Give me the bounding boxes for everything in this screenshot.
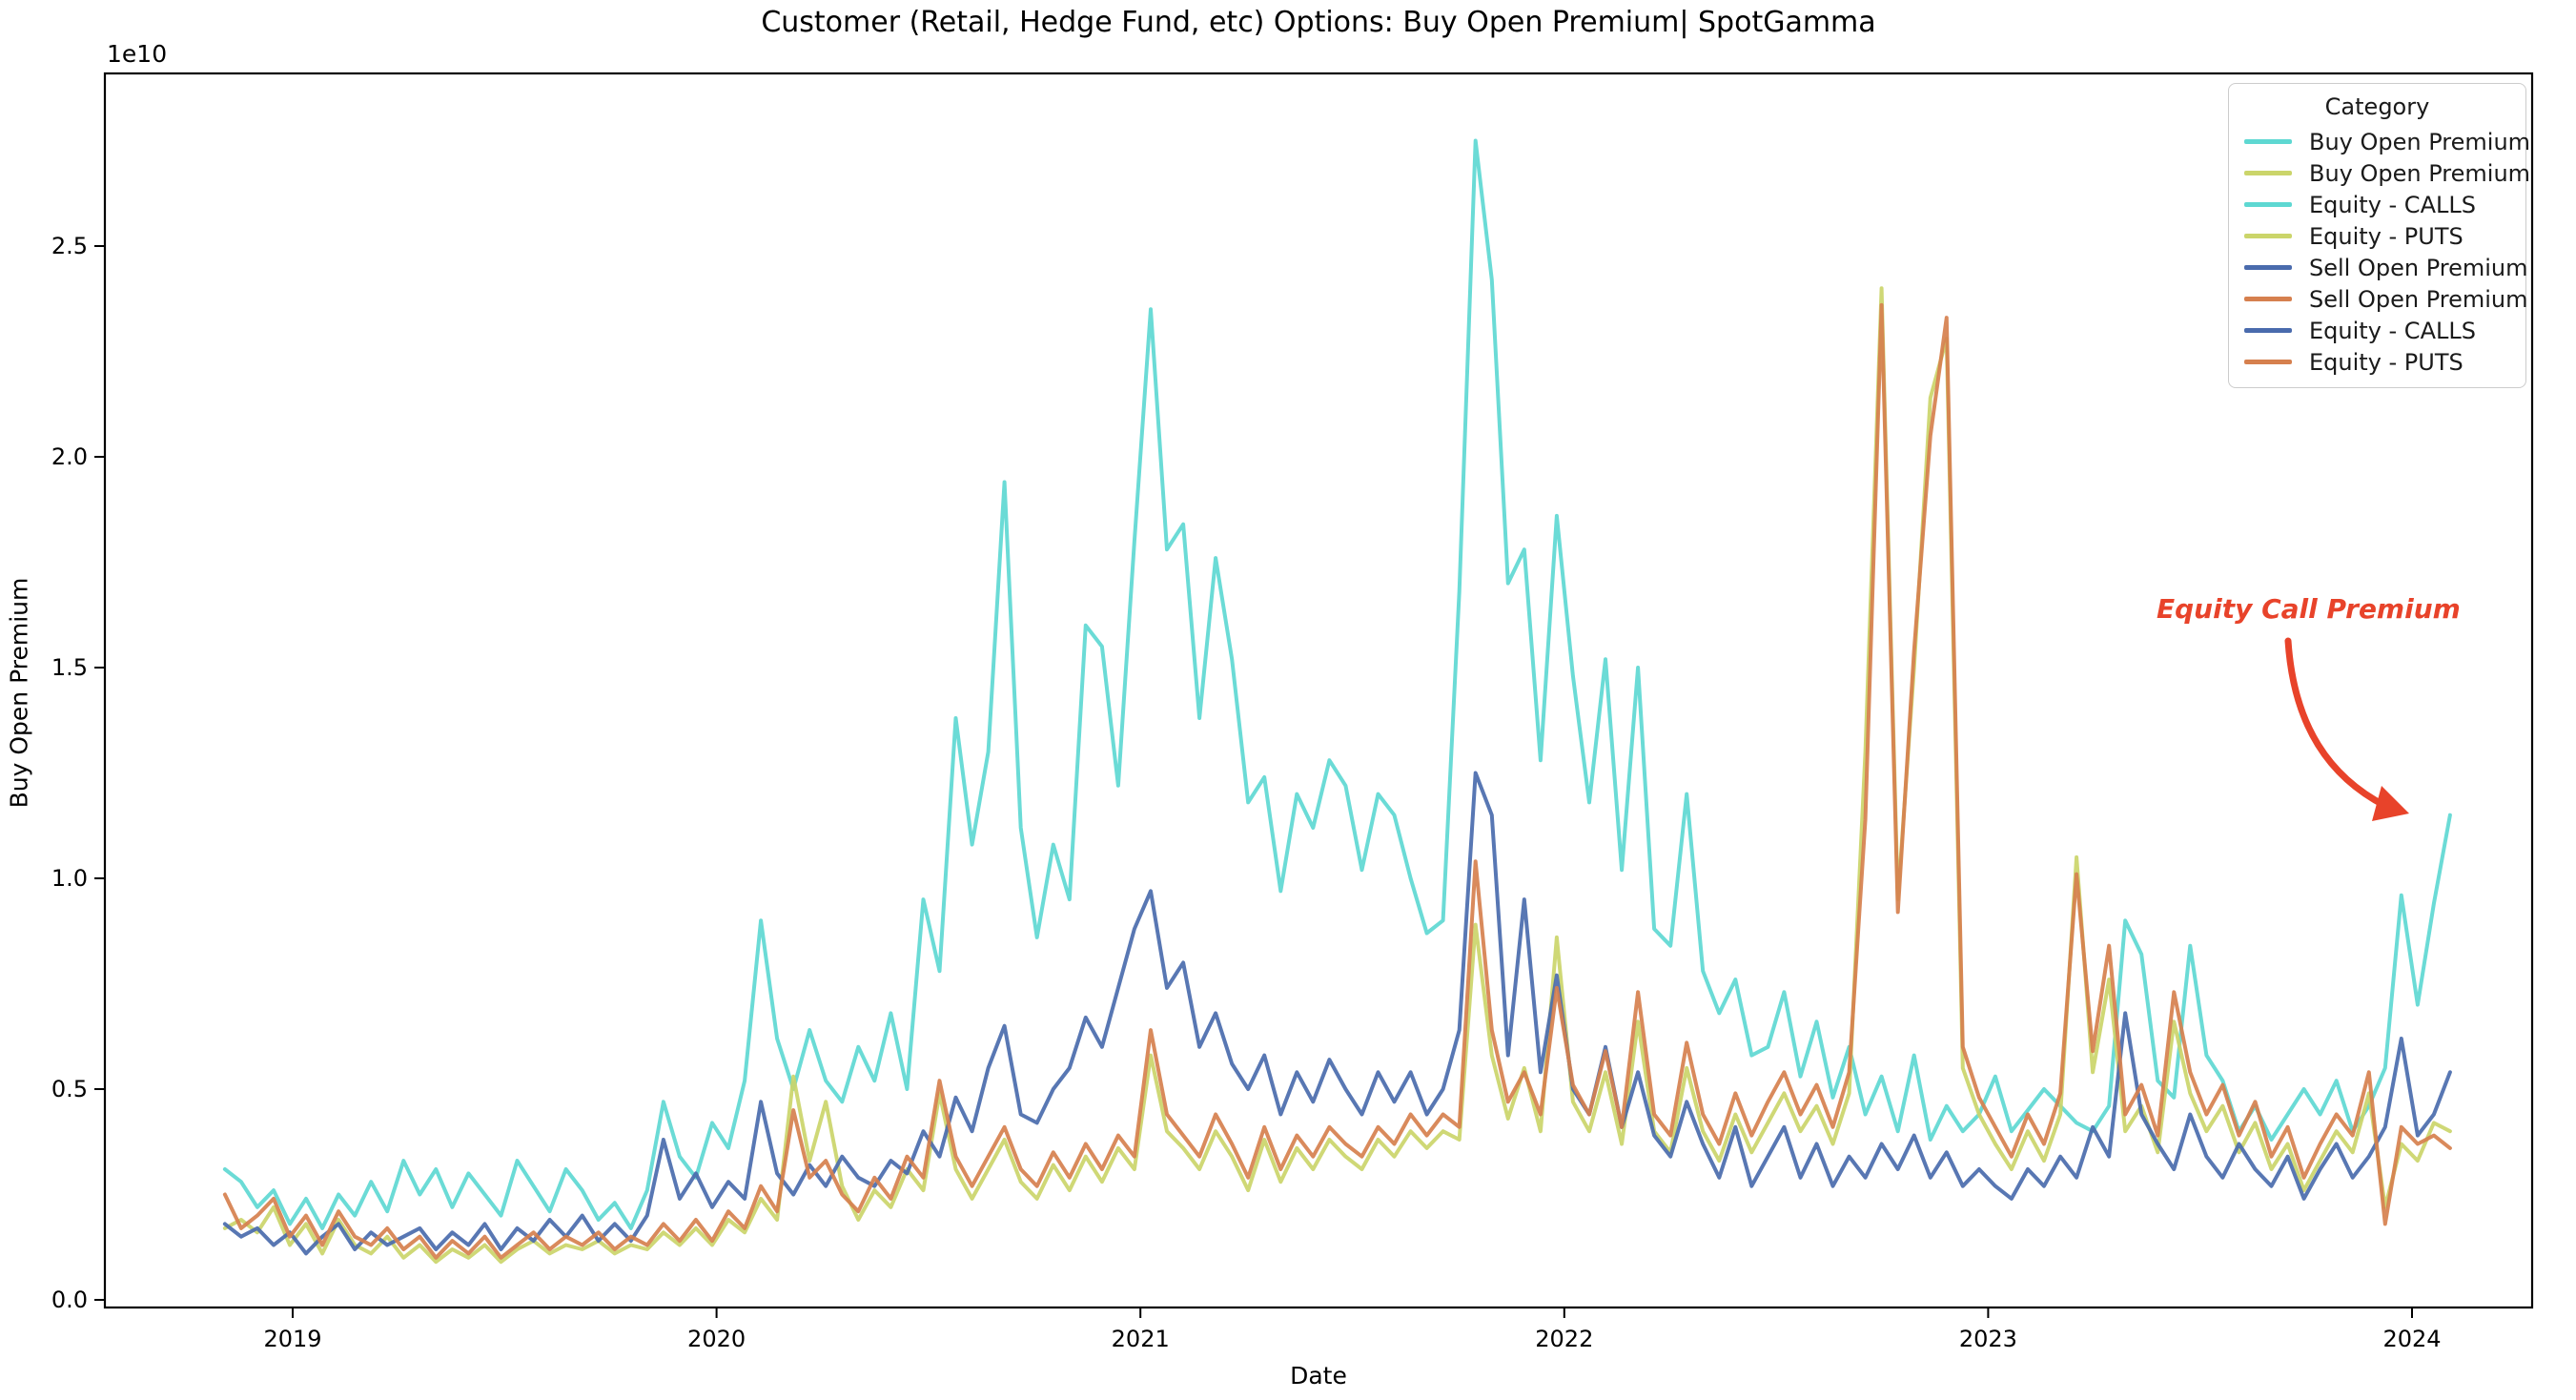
legend-item: Equity - PUTS <box>2229 346 2525 378</box>
legend-swatch <box>2244 139 2292 144</box>
legend-item: Equity - CALLS <box>2229 315 2525 346</box>
x-tick-label: 2021 <box>1111 1326 1170 1352</box>
y-tick-label: 0.0 <box>51 1287 88 1313</box>
legend-item-label: Buy Open Premium <box>2309 159 2531 187</box>
x-tick-label: 2024 <box>2382 1326 2442 1352</box>
legend-item-label: Buy Open Premium <box>2309 128 2531 155</box>
y-axis-label: Buy Open Premium <box>5 577 33 809</box>
legend-swatch <box>2244 360 2292 364</box>
x-tick-label: 2022 <box>1535 1326 1594 1352</box>
y-axis-offset-label: 1e10 <box>107 40 168 68</box>
annotation-arrow <box>2284 637 2389 810</box>
annotation-arrowhead <box>2372 786 2409 821</box>
legend-item-label: Equity - PUTS <box>2309 222 2464 250</box>
annotation-equity-call-premium: Equity Call Premium <box>2157 593 2461 625</box>
legend-swatch <box>2244 297 2292 301</box>
legend-swatch <box>2244 202 2292 207</box>
legend-item: Buy Open Premium <box>2229 157 2530 189</box>
y-tick-label: 2.0 <box>51 443 88 470</box>
legend-items: Buy Open Premium Buy Open Premium Equity -… <box>2229 126 2530 378</box>
series-line <box>222 138 2452 1230</box>
y-tick-label: 0.5 <box>51 1076 88 1102</box>
legend-item-label: Sell Open Premium <box>2309 285 2528 313</box>
y-tick-label: 1.5 <box>51 654 88 681</box>
legend-item: Equity - PUTS <box>2229 220 2525 252</box>
x-tick-label: 2020 <box>687 1326 746 1352</box>
legend-item: Sell Open Premium <box>2229 283 2528 315</box>
x-axis-label: Date <box>1290 1362 1347 1390</box>
legend-item-label: Equity - CALLS <box>2309 191 2476 218</box>
x-tick-label: 2023 <box>1958 1326 2017 1352</box>
x-tick-label: 2019 <box>263 1326 322 1352</box>
legend-swatch <box>2244 171 2292 175</box>
legend-swatch <box>2244 265 2292 270</box>
legend-item-label: Equity - CALLS <box>2309 317 2476 344</box>
legend-item: Equity - CALLS <box>2229 189 2525 220</box>
y-tick-label: 2.5 <box>51 233 88 259</box>
legend-item: Buy Open Premium <box>2229 126 2530 157</box>
axes-frame <box>103 72 2534 1309</box>
legend-item: Sell Open Premium <box>2229 252 2528 283</box>
chart-title: Customer (Retail, Hedge Fund, etc) Optio… <box>761 6 1876 39</box>
legend-item-label: Equity - PUTS <box>2309 348 2464 376</box>
series-line <box>222 302 2452 1260</box>
legend-title: Category <box>2324 93 2430 120</box>
legend: Category Buy Open Premium Buy Open Premiu… <box>2228 83 2530 388</box>
legend-item-label: Sell Open Premium <box>2309 254 2528 281</box>
legend-swatch <box>2244 328 2292 333</box>
y-tick-label: 1.0 <box>51 865 88 892</box>
legend-swatch <box>2244 234 2292 238</box>
